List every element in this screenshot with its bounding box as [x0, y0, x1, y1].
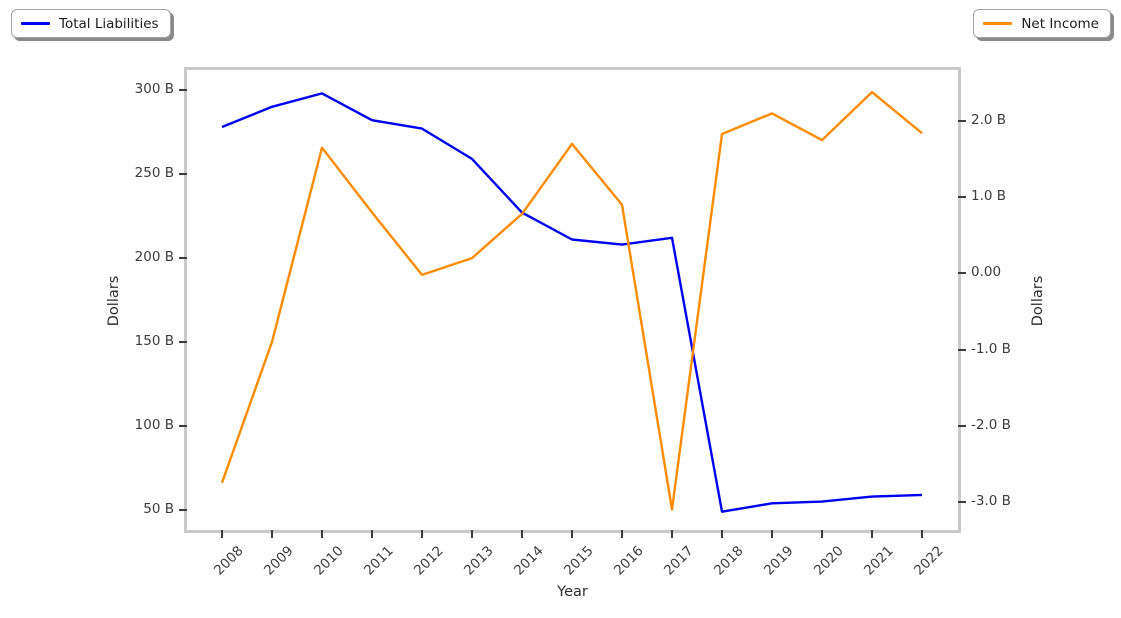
left-axis-tick-label: 100 B: [134, 417, 174, 433]
x-axis-tick-mark: [271, 530, 273, 538]
legend-total-liabilities: Total Liabilities: [11, 9, 171, 38]
legend-net-income: Net Income: [973, 9, 1111, 38]
left-axis-tick-mark: [179, 256, 187, 259]
x-axis-tick-label: 2017: [660, 543, 697, 579]
x-axis-tick-label: 2019: [760, 543, 797, 579]
x-axis-tick-mark: [771, 530, 773, 538]
left-axis-tick-label: 200 B: [134, 248, 174, 265]
right-axis-tick-mark: [958, 500, 966, 503]
x-axis-tick-mark: [471, 530, 473, 538]
x-axis-tick-mark: [321, 530, 323, 538]
x-axis-tick-label: 2009: [260, 543, 297, 579]
right-axis-tick-mark: [958, 120, 966, 123]
x-axis-tick-label: 2020: [810, 543, 847, 579]
left-axis-tick-label: 50 B: [143, 501, 174, 517]
x-axis-tick-mark: [871, 530, 873, 538]
x-axis-tick-label: 2018: [710, 543, 747, 579]
x-axis-tick-label: 2015: [560, 543, 597, 579]
right-axis-tick-mark: [958, 348, 966, 351]
x-axis-tick-mark: [571, 530, 573, 538]
x-axis-tick-label: 2011: [360, 543, 397, 579]
legend-total-liabilities-label: Total Liabilities: [59, 15, 159, 32]
total-liabilities-line-swatch: [21, 22, 50, 25]
x-axis-tick-label: 2008: [210, 543, 247, 579]
left-axis-tick-mark: [179, 425, 187, 427]
x-axis-tick-mark: [621, 530, 623, 538]
x-axis-tick-mark: [221, 530, 223, 538]
right-axis-tick-label: 0.00: [971, 264, 1002, 281]
x-axis-tick-label: 2010: [310, 543, 347, 579]
left-axis-tick-label: 250 B: [134, 164, 174, 181]
x-axis-tick-mark: [521, 530, 523, 538]
right-axis-tick-label: 2.0 B: [971, 112, 1007, 129]
net-income-line: [220, 90, 923, 511]
right-axis-tick-mark: [958, 196, 966, 199]
x-axis-tick-label: 2016: [610, 543, 647, 579]
legend-net-income-label: Net Income: [1021, 15, 1099, 32]
left-axis-tick-mark: [179, 88, 187, 91]
total-liabilities-line: [221, 92, 923, 513]
net-income-line-swatch: [983, 22, 1013, 25]
right-axis-tick-label: -2.0 B: [971, 416, 1011, 433]
right-axis-tick-label: -1.0 B: [971, 340, 1011, 357]
right-axis-tick-mark: [958, 272, 966, 275]
left-axis-tick-label: 150 B: [134, 333, 174, 349]
x-axis-tick-label: 2022: [910, 543, 947, 579]
right-axis-tick-label: -3.0 B: [971, 492, 1011, 509]
left-axis-tick-mark: [179, 172, 187, 175]
x-axis-tick-label: 2014: [510, 543, 547, 579]
x-axis-tick-mark: [671, 530, 673, 538]
x-axis-tick-label: 2013: [460, 543, 497, 579]
left-axis-tick-label: 300 B: [134, 80, 174, 97]
left-axis-tick-mark: [179, 509, 187, 511]
x-axis-tick-mark: [721, 530, 723, 538]
left-axis-tick-mark: [179, 341, 187, 343]
x-axis-tick-label: 2012: [410, 543, 447, 579]
x-axis-tick-label: 2021: [860, 543, 897, 579]
right-axis-tick-label: 1.0 B: [971, 188, 1007, 205]
plot-area: [220, 90, 923, 513]
x-axis-tick-mark: [921, 530, 923, 538]
x-axis-tick-mark: [421, 530, 423, 538]
x-axis-label: Year: [557, 584, 588, 600]
x-axis-tick-mark: [821, 530, 823, 538]
right-axis-tick-mark: [958, 424, 966, 427]
right-y-axis-label: Dollars: [1030, 275, 1046, 327]
left-y-axis-label: Dollars: [106, 275, 122, 327]
x-axis-tick-mark: [371, 530, 373, 538]
